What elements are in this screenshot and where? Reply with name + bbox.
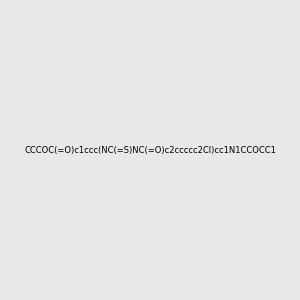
Text: CCCOC(=O)c1ccc(NC(=S)NC(=O)c2ccccc2Cl)cc1N1CCOCC1: CCCOC(=O)c1ccc(NC(=S)NC(=O)c2ccccc2Cl)cc… [24,146,276,154]
